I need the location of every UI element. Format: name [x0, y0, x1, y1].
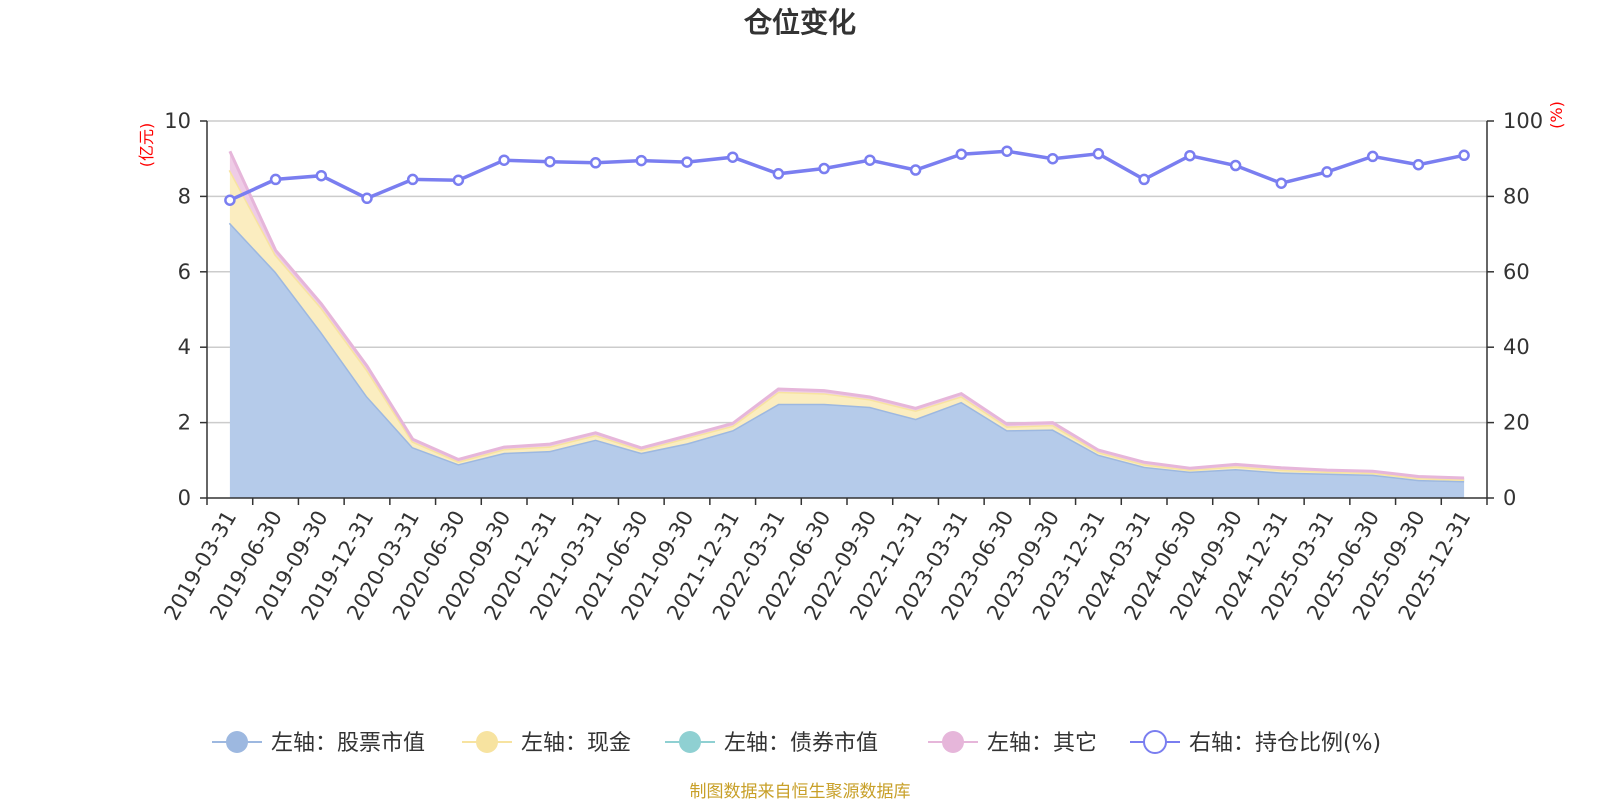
right-tick-label: 60 — [1503, 260, 1530, 284]
ratio-point — [864, 154, 876, 166]
ratio-point — [1001, 145, 1013, 157]
legend: 左轴：股票市值 左轴：现金 左轴：债券市值 左轴：其它 右轴：持仓比例(%) — [212, 730, 1381, 756]
right-tick-label: 20 — [1503, 411, 1530, 435]
ratio-point — [818, 162, 830, 175]
ratio-point — [589, 157, 602, 169]
ratio-point — [498, 154, 510, 166]
ratio-point — [406, 173, 419, 186]
ratio-point — [772, 168, 785, 180]
legend-marker — [476, 731, 498, 753]
right-axis-unit: (%) — [1547, 101, 1566, 129]
ratio-point — [269, 173, 282, 186]
legend-label: 右轴：持仓比例(%) — [1189, 731, 1381, 756]
left-tick-label: 8 — [178, 184, 191, 208]
legend-marker — [679, 731, 701, 753]
area-左轴：股票市值 — [229, 222, 1465, 499]
ratio-point — [1138, 173, 1150, 186]
ratio-point — [361, 192, 373, 205]
right-tick-label: 0 — [1503, 486, 1516, 510]
ratio-point — [1321, 166, 1333, 178]
left-tick-label: 2 — [178, 411, 191, 435]
left-tick-label: 4 — [178, 335, 191, 359]
left-tick-label: 0 — [178, 486, 191, 510]
ratio-point — [726, 151, 739, 163]
ratio-point — [1412, 158, 1425, 171]
data-source-note: 制图数据来自恒生聚源数据库 — [690, 782, 911, 800]
ratio-point — [224, 194, 236, 206]
area-edge-左轴：其它 — [228, 150, 1465, 480]
ratio-point — [955, 148, 968, 160]
ratio-point — [1458, 149, 1470, 162]
ratio-point — [1092, 148, 1105, 160]
ratio-point — [681, 156, 693, 168]
left-axis-unit: (亿元) — [137, 123, 156, 168]
left-tick-label: 10 — [164, 109, 191, 133]
gridlines — [207, 120, 1487, 424]
right-tick-label: 80 — [1503, 184, 1530, 208]
ratio-point — [1366, 150, 1379, 163]
stacked-areas — [228, 150, 1465, 499]
legend-marker — [942, 731, 964, 753]
legend-label: 左轴：其它 — [987, 731, 1097, 756]
legend-label: 左轴：债券市值 — [724, 731, 878, 756]
ratio-point — [1046, 152, 1059, 165]
ratio-point — [909, 164, 922, 176]
ratio-point — [544, 155, 556, 168]
ratio-point — [1229, 159, 1242, 172]
ratio-point — [1184, 149, 1196, 162]
legend-marker — [226, 731, 248, 753]
ratio-line-path — [229, 149, 1465, 202]
legend-label: 左轴：现金 — [521, 731, 631, 756]
right-tick-label: 100 — [1503, 109, 1543, 133]
left-tick-label: 6 — [178, 260, 191, 284]
legend-marker — [1143, 730, 1167, 754]
ratio-point — [452, 174, 465, 186]
ratio-point — [635, 154, 648, 167]
ratio-point — [315, 169, 328, 182]
chart-title: 仓位变化 — [744, 6, 856, 39]
right-tick-label: 40 — [1503, 335, 1530, 359]
ratio-point — [1275, 177, 1288, 189]
ratio-line — [224, 145, 1470, 206]
legend-label: 左轴：股票市值 — [271, 731, 425, 756]
